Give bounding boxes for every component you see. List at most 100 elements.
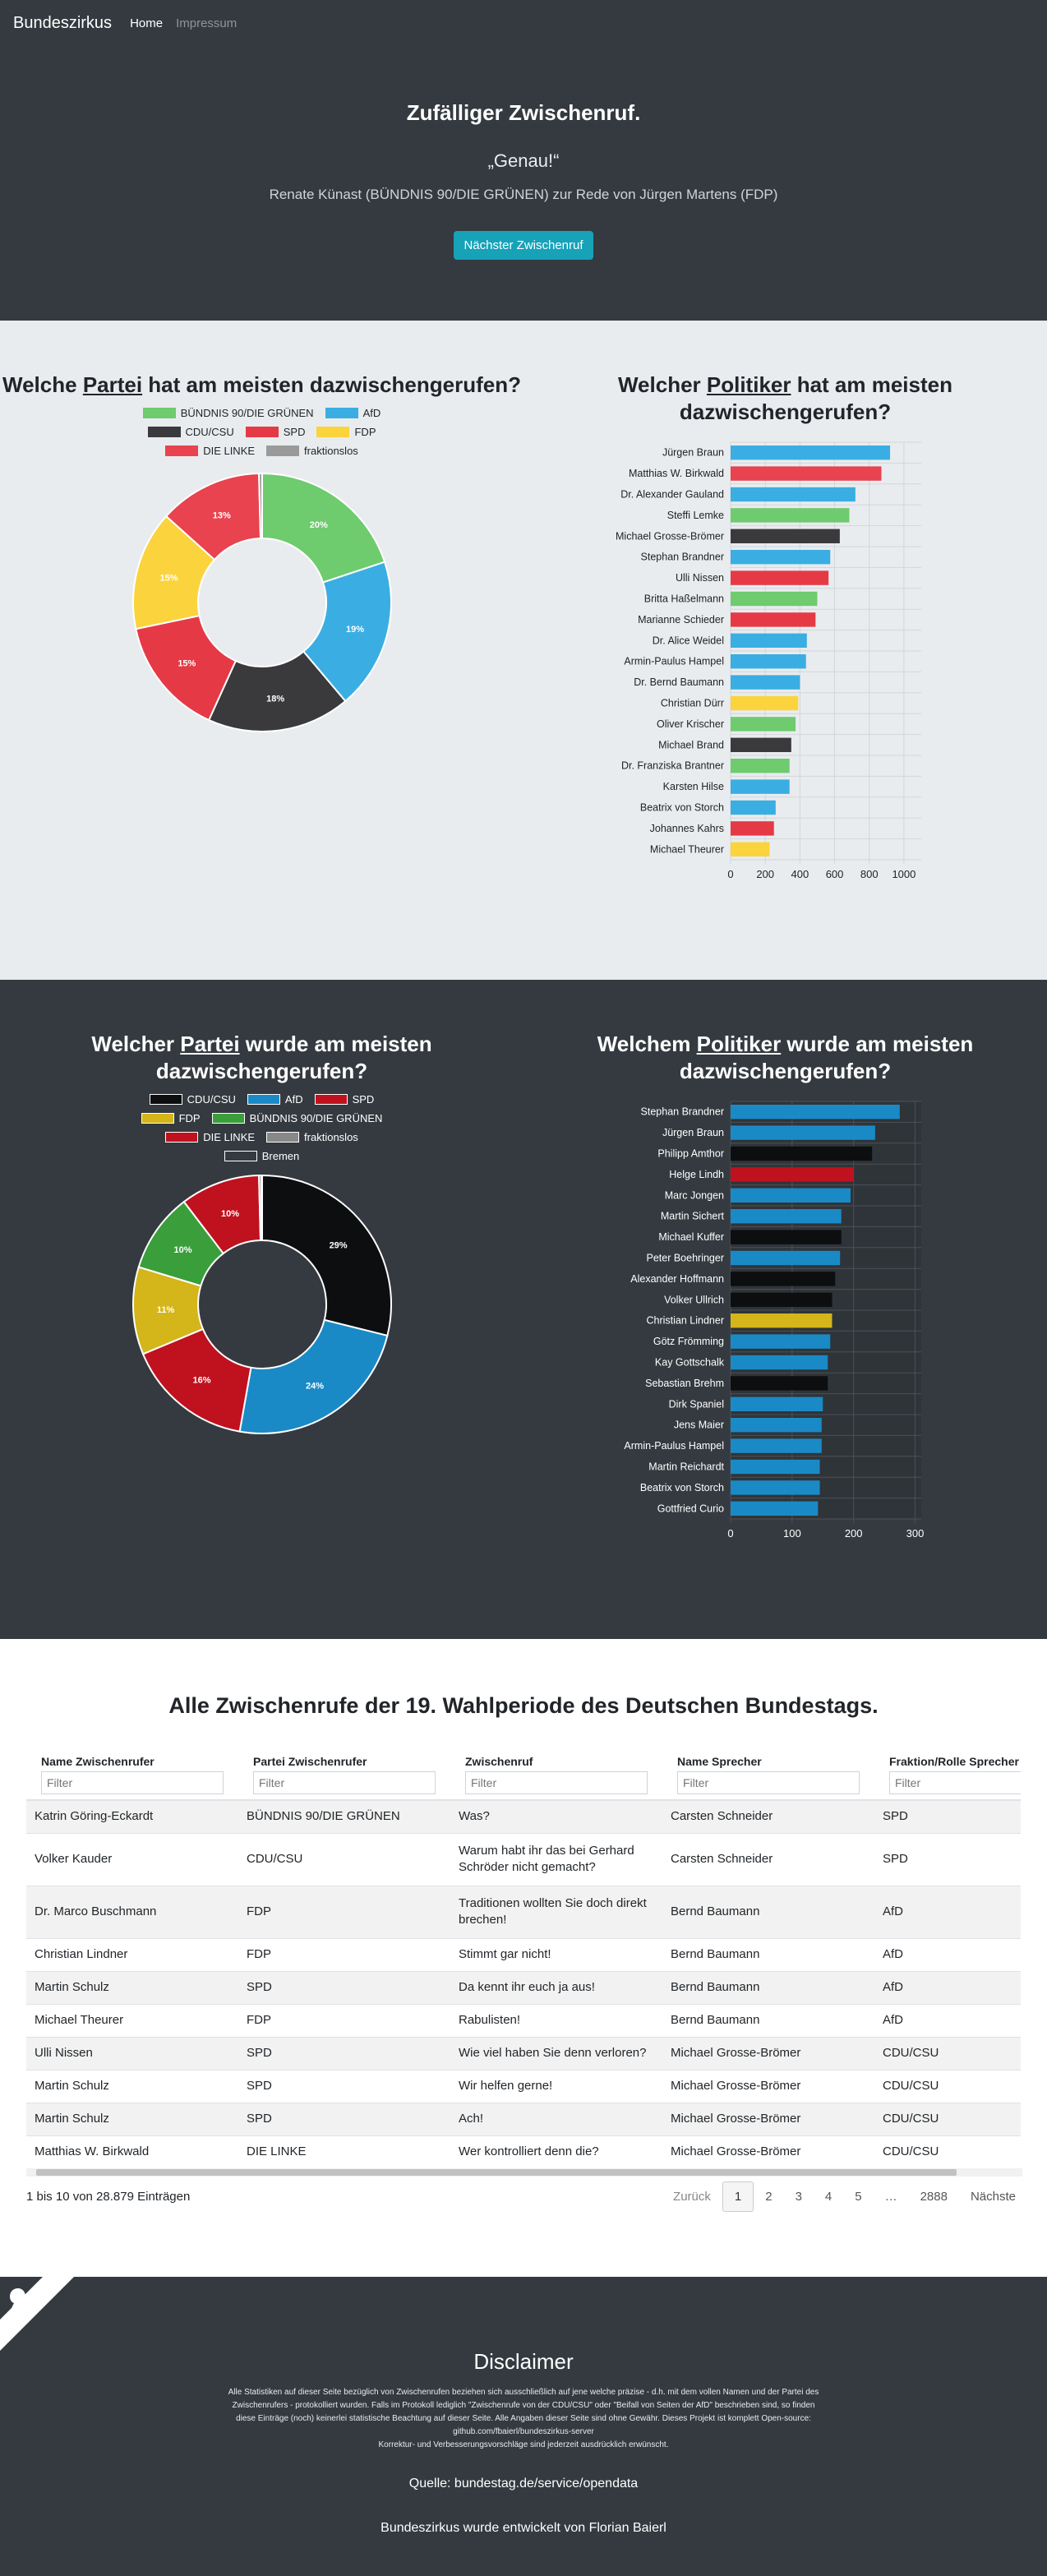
column-header[interactable]: Name Zwischenrufer [26, 1748, 238, 1800]
pagination-page[interactable]: 2888 [920, 2190, 948, 2204]
bar[interactable] [731, 466, 882, 481]
table-row[interactable]: Michael Theurer FDP Rabulisten! Bernd Bauma… [26, 2003, 1021, 2037]
table-row[interactable]: Christian Lindner FDP Stimmt gar nicht! Ber… [26, 1937, 1021, 1971]
bar[interactable] [731, 1334, 831, 1349]
bar[interactable] [731, 1355, 828, 1370]
column-header[interactable]: Fraktion/Rolle Sprecher [874, 1748, 1021, 1800]
table-row[interactable]: Matthias W. Birkwald DIE LINKE Wer kontrol… [26, 2135, 1021, 2168]
table-row[interactable]: Martin Schulz SPD Wir helfen gerne! Michael… [26, 2069, 1021, 2103]
bar[interactable] [731, 1480, 820, 1495]
bar[interactable] [731, 1438, 822, 1453]
bar[interactable] [731, 1418, 822, 1433]
bar[interactable] [731, 508, 850, 523]
bar[interactable] [731, 1376, 828, 1391]
legend-item[interactable]: FDP [316, 426, 376, 438]
column-filter-input[interactable] [465, 1771, 648, 1794]
bar[interactable] [731, 1209, 842, 1224]
scrollbar-thumb[interactable] [36, 2169, 957, 2176]
column-filter-input[interactable] [41, 1771, 224, 1794]
table-row[interactable]: Dr. Marco Buschmann FDP Traditionen wollte… [26, 1885, 1021, 1938]
table-row[interactable]: Martin Schulz SPD Da kennt ihr euch ja aus… [26, 1970, 1021, 2004]
legend-item[interactable]: fraktionslos [266, 445, 358, 457]
pagination-prev[interactable]: Zurück [673, 2190, 711, 2204]
pie-slice[interactable] [302, 561, 392, 703]
bar[interactable] [731, 759, 790, 773]
brand[interactable]: Bundeszirkus [13, 13, 113, 32]
bar[interactable] [731, 821, 774, 836]
bar[interactable] [731, 1167, 854, 1182]
github-ribbon[interactable] [0, 2277, 74, 2351]
pagination-next[interactable]: Nächste [970, 2190, 1016, 2204]
column-header[interactable]: Zwischenruf [450, 1748, 662, 1800]
legend-item[interactable]: AfD [247, 1093, 303, 1106]
bar[interactable] [731, 445, 891, 460]
table-row[interactable]: Volker Kauder CDU/CSU Warum habt ihr das b… [26, 1832, 1021, 1886]
horizontal-scrollbar[interactable] [26, 2168, 1022, 2177]
pie-slice[interactable] [141, 1327, 252, 1433]
pagination-page[interactable]: 5 [855, 2190, 862, 2204]
bar[interactable] [731, 1459, 820, 1475]
table-row[interactable]: Martin Schulz SPD Ach! Michael Grosse-Bröme… [26, 2102, 1021, 2135]
pagination-page[interactable]: 2 [765, 2190, 773, 2204]
pagination-page[interactable]: 1 [722, 2181, 754, 2212]
column-header[interactable]: Name Sprecher [662, 1748, 874, 1800]
nav-home[interactable]: Home [130, 16, 164, 30]
bar[interactable] [731, 1396, 823, 1411]
legend-item[interactable]: AfD [325, 407, 381, 419]
bar[interactable] [731, 570, 829, 585]
bar[interactable] [731, 591, 818, 607]
legend-item[interactable]: SPD [245, 426, 305, 438]
column-filter-input[interactable] [677, 1771, 860, 1794]
legend-item[interactable]: fraktionslos [266, 1131, 358, 1143]
bar[interactable] [731, 1105, 900, 1119]
pagination-ellipsis[interactable]: … [884, 2190, 897, 2204]
legend-item[interactable]: BÜNDNIS 90/DIE GRÜNEN [211, 1112, 382, 1124]
pie-slice[interactable] [257, 472, 263, 540]
table-row[interactable]: Ulli Nissen SPD Wie viel haben Sie denn ve… [26, 2036, 1021, 2070]
bar[interactable] [731, 1272, 836, 1286]
pie-slice[interactable] [260, 1174, 263, 1242]
pie-slice[interactable] [261, 472, 385, 584]
legend-item[interactable]: SPD [314, 1093, 374, 1106]
bar[interactable] [731, 529, 840, 543]
bar[interactable] [731, 1188, 851, 1203]
bar[interactable] [731, 675, 800, 690]
legend-item[interactable]: FDP [141, 1112, 201, 1124]
legend-item[interactable]: DIE LINKE [165, 1131, 255, 1143]
bar[interactable] [731, 1250, 841, 1266]
legend-item[interactable]: DIE LINKE [165, 445, 255, 457]
bar[interactable] [731, 1146, 873, 1161]
bar[interactable] [731, 1125, 875, 1140]
pie-slice[interactable] [207, 650, 347, 732]
column-header[interactable]: Partei Zwischenrufer [238, 1748, 450, 1800]
bar[interactable] [731, 779, 790, 794]
bar[interactable] [731, 1230, 842, 1244]
pie-slice[interactable] [131, 515, 215, 630]
legend-item[interactable]: CDU/CSU [149, 1093, 236, 1106]
bar[interactable] [731, 800, 776, 815]
bar[interactable] [731, 1292, 833, 1307]
bar[interactable] [731, 633, 807, 648]
bar[interactable] [731, 1501, 819, 1516]
pie-slice[interactable] [238, 1318, 389, 1434]
column-filter-input[interactable] [253, 1771, 436, 1794]
bar[interactable] [731, 717, 796, 732]
bar[interactable] [731, 842, 770, 856]
pagination-page[interactable]: 4 [824, 2190, 833, 2204]
bar[interactable] [731, 487, 856, 502]
bar[interactable] [731, 1313, 833, 1328]
bar[interactable] [731, 737, 791, 752]
table-row[interactable]: Katrin Göring-Eckardt BÜNDNIS 90/DIE GRÜN… [26, 1799, 1021, 1833]
next-interjection-button[interactable]: Nächster Zwischenruf [454, 231, 593, 260]
legend-item[interactable]: BÜNDNIS 90/DIE GRÜNEN [142, 407, 314, 419]
legend-item[interactable]: Bremen [224, 1150, 299, 1162]
pie-slice[interactable] [261, 1174, 392, 1337]
column-filter-input[interactable] [889, 1771, 1021, 1794]
bar[interactable] [731, 695, 799, 711]
bar[interactable] [731, 612, 816, 627]
bar[interactable] [731, 654, 806, 669]
pie-slice[interactable] [134, 614, 237, 722]
nav-impressum[interactable]: Impressum [176, 16, 238, 30]
bar[interactable] [731, 550, 831, 565]
legend-item[interactable]: CDU/CSU [147, 426, 234, 438]
